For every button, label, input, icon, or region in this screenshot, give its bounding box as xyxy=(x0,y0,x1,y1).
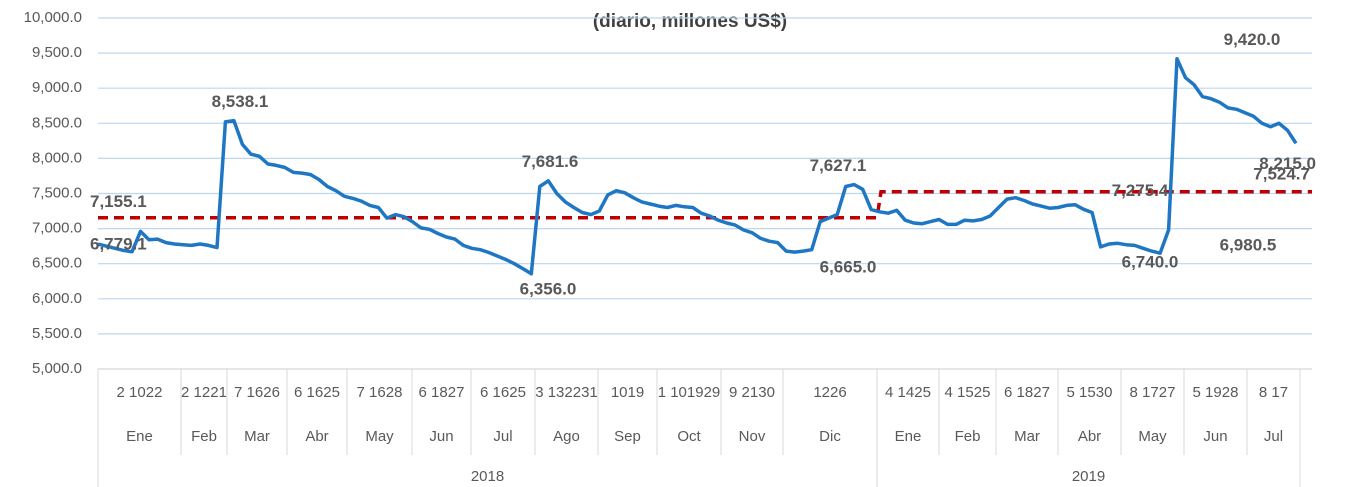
day-labels: 8 17 xyxy=(1259,384,1288,401)
day-labels: 7 1626 xyxy=(234,384,280,401)
y-tick-label: 6,500.0 xyxy=(32,255,82,272)
data-label: 6,980.5 xyxy=(1220,235,1277,254)
series-line xyxy=(97,56,1298,276)
month-label: Feb xyxy=(191,428,217,445)
month-label: Jul xyxy=(493,428,512,445)
y-tick-label: 5,000.0 xyxy=(32,360,82,377)
day-labels: 9 2130 xyxy=(729,384,775,401)
day-labels: 4 1425 xyxy=(885,384,931,401)
month-label: Mar xyxy=(1014,428,1040,445)
month-label: Ene xyxy=(895,428,922,445)
month-label: Sep xyxy=(614,428,641,445)
month-label: Abr xyxy=(1078,428,1101,445)
day-labels: 6 1625 xyxy=(294,384,340,401)
y-tick-label: 10,000.0 xyxy=(24,9,82,26)
day-labels: 6 1827 xyxy=(1004,384,1050,401)
y-tick-label: 8,000.0 xyxy=(32,149,82,166)
month-label: Nov xyxy=(739,428,766,445)
y-tick-label: 8,500.0 xyxy=(32,114,82,131)
data-label: 7,681.6 xyxy=(522,152,579,171)
y-tick-label: 9,000.0 xyxy=(32,79,82,96)
month-label: Jun xyxy=(1203,428,1227,445)
day-labels: 2 1221 xyxy=(181,384,227,401)
day-labels: 7 1628 xyxy=(357,384,403,401)
month-label: Ago xyxy=(553,428,580,445)
day-labels: 1019 xyxy=(611,384,644,401)
month-label: Feb xyxy=(955,428,981,445)
month-label: May xyxy=(365,428,394,445)
month-label: Mar xyxy=(244,428,270,445)
y-tick-label: 9,500.0 xyxy=(32,44,82,61)
day-labels: 6 1625 xyxy=(480,384,526,401)
month-label: Abr xyxy=(305,428,328,445)
day-labels: 1226 xyxy=(813,384,846,401)
day-labels: 8 1727 xyxy=(1130,384,1176,401)
y-tick-label: 7,500.0 xyxy=(32,184,82,201)
data-label: 7,275.4 xyxy=(1112,181,1169,200)
chart-title: (diario, millones US$) xyxy=(593,11,787,32)
y-tick-label: 6,000.0 xyxy=(32,290,82,307)
month-label: May xyxy=(1138,428,1167,445)
month-label: Jul xyxy=(1264,428,1283,445)
y-tick-label: 5,500.0 xyxy=(32,325,82,342)
average-label: 7,524.7 xyxy=(1253,164,1310,183)
data-label: 6,356.0 xyxy=(520,279,577,298)
month-label: Jun xyxy=(429,428,453,445)
data-label: 6,665.0 xyxy=(820,258,877,277)
day-labels: 5 1530 xyxy=(1067,384,1113,401)
day-labels: 4 1525 xyxy=(945,384,991,401)
data-label: 6,740.0 xyxy=(1122,252,1179,271)
month-label: Oct xyxy=(677,428,701,445)
year-label: 2019 xyxy=(1072,468,1105,485)
data-label: 8,538.1 xyxy=(212,92,269,111)
data-label: 7,627.1 xyxy=(810,156,867,175)
day-labels: 3 132231 xyxy=(535,384,598,401)
day-labels: 6 1827 xyxy=(419,384,465,401)
average-line xyxy=(98,190,1312,220)
data-label: 9,420.0 xyxy=(1224,30,1281,49)
day-labels: 1 101929 xyxy=(658,384,721,401)
year-label: 2018 xyxy=(471,468,504,485)
day-labels: 5 1928 xyxy=(1193,384,1239,401)
data-label: 8,215.0 xyxy=(1259,154,1316,173)
data-label: 6,779.1 xyxy=(90,235,147,254)
average-label: 7,155.1 xyxy=(90,192,147,211)
day-labels: 2 1022 xyxy=(117,384,163,401)
month-label: Ene xyxy=(126,428,153,445)
y-tick-label: 7,000.0 xyxy=(32,220,82,237)
month-label: Dic xyxy=(819,428,841,445)
